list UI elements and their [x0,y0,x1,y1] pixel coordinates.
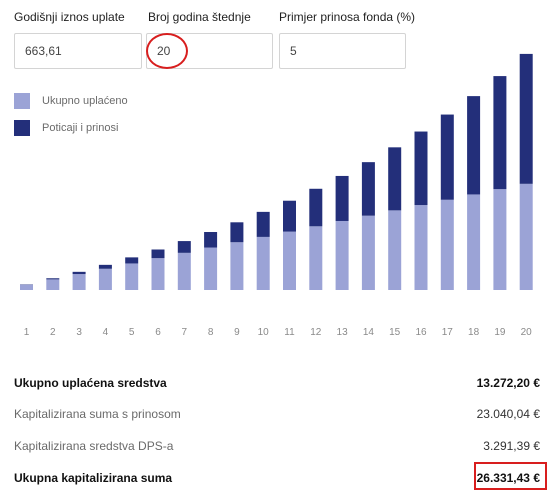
bar-paid-12 [309,226,323,290]
bar-incentives-5 [125,257,139,264]
summary-label: Kapitalizirana sredstva DPS-a [14,439,174,453]
summary-value: 3.291,39 € [483,439,540,453]
summary-row: Ukupno uplaćena sredstva 13.272,20 € [14,373,540,393]
x-tick-label-18: 18 [468,327,480,338]
bar-paid-1 [20,284,33,290]
bar-incentives-2 [46,278,60,280]
bar-paid-2 [46,279,60,290]
bar-incentives-8 [204,232,218,248]
x-tick-label-8: 8 [208,327,214,338]
bar-paid-3 [72,274,86,290]
bar-paid-13 [335,220,349,290]
bar-incentives-19 [493,76,507,190]
x-tick-label-11: 11 [284,327,295,338]
summary-row: Kapitalizirana suma s prinosom 23.040,04 … [14,404,540,424]
years-input[interactable] [146,33,273,69]
x-tick-label-17: 17 [442,327,454,338]
legend-item-incentives: Poticaji i prinosi [14,120,118,136]
bar-incentives-16 [414,131,428,206]
x-tick-label-19: 19 [494,327,506,338]
legend-item-paid: Ukupno uplaćeno [14,93,128,109]
bar-paid-17 [440,199,454,290]
x-tick-label-5: 5 [129,327,135,338]
bar-incentives-4 [98,264,112,269]
bar-incentives-17 [440,114,454,200]
summary-label: Kapitalizirana suma s prinosom [14,407,181,421]
bar-paid-11 [283,231,296,290]
summary-row: Kapitalizirana sredstva DPS-a 3.291,39 € [14,436,540,456]
bar-incentives-9 [230,222,244,243]
summary-row: Ukupna kapitalizirana suma 26.331,43 € [14,468,540,488]
legend-swatch-paid [14,93,30,109]
savings-chart: 1 2 3 4 5 6 7 8 9 10 11 12 13 14 15 16 17 18 19 20 [20,53,533,338]
x-tick-label-10: 10 [258,327,270,338]
x-tick-label-16: 16 [415,327,427,338]
annual-payment-label: Godišnji iznos uplate [14,10,125,24]
x-tick-label-6: 6 [155,327,161,338]
bar-incentives-18 [467,96,481,195]
bar-incentives-13 [335,175,349,221]
summary-value: 26.331,43 € [476,471,540,485]
bar-incentives-20 [519,53,533,184]
summary-value: 23.040,04 € [476,407,540,421]
fund-return-input[interactable] [279,33,406,69]
bar-incentives-7 [177,241,191,253]
years-label: Broj godina štednje [148,10,251,24]
bar-paid-8 [204,247,218,290]
fund-return-label: Primjer prinosa fonda (%) [279,10,416,24]
bar-incentives-15 [388,147,402,211]
bar-paid-16 [414,205,428,290]
x-tick-label-4: 4 [103,327,109,338]
summary-label: Ukupno uplaćena sredstva [14,376,167,390]
bar-incentives-14 [361,162,375,216]
x-tick-label-1: 1 [24,327,30,338]
x-tick-label-12: 12 [310,327,322,338]
summary-label: Ukupna kapitalizirana suma [14,471,173,485]
bar-paid-19 [493,189,507,290]
legend-swatch-incentives [14,120,30,136]
x-tick-label-9: 9 [234,327,240,338]
summary-value: 13.272,20 € [476,376,540,390]
bar-paid-10 [256,236,270,290]
bar-paid-15 [388,210,402,290]
bar-paid-7 [177,252,191,290]
bar-paid-6 [151,258,165,290]
legend-label-paid: Ukupno uplaćeno [42,95,128,107]
bar-paid-20 [519,183,533,290]
bar-incentives-11 [283,200,296,232]
x-tick-label-20: 20 [521,327,533,338]
bar-incentives-12 [309,188,323,227]
legend-label-incentives: Poticaji i prinosi [42,122,119,134]
bar-paid-9 [230,242,244,290]
bar-incentives-3 [72,271,86,275]
x-tick-label-14: 14 [363,327,375,338]
bar-paid-18 [467,194,481,290]
bar-incentives-10 [256,211,270,237]
x-tick-label-3: 3 [76,327,82,338]
bar-incentives-6 [151,249,165,259]
x-tick-label-13: 13 [337,327,349,338]
x-tick-label-7: 7 [182,327,188,338]
bar-paid-14 [361,215,375,290]
bar-paid-4 [98,268,112,290]
x-tick-label-2: 2 [50,327,56,338]
x-tick-label-15: 15 [389,327,401,338]
annual-payment-input[interactable] [14,33,142,69]
bar-paid-5 [125,263,139,290]
